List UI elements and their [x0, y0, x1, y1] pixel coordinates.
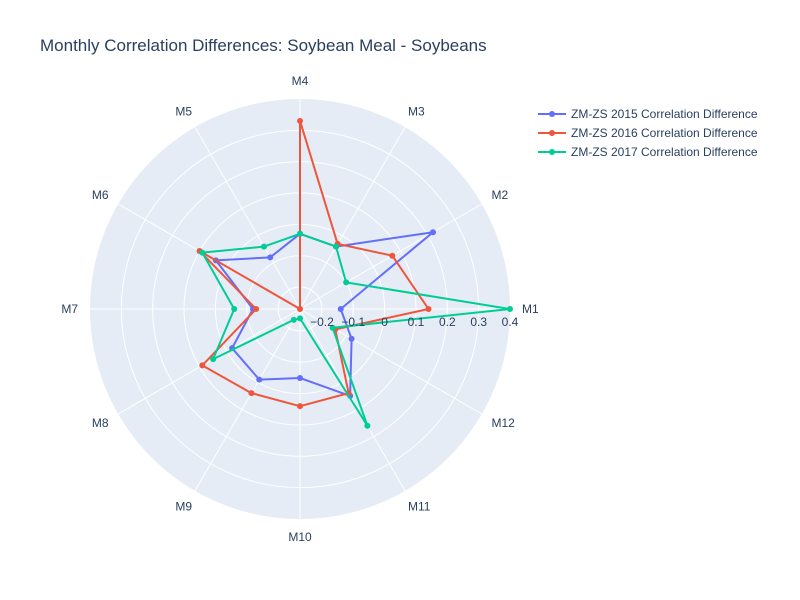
angular-label: M9 — [175, 499, 192, 513]
legend-item[interactable]: ZM-ZS 2017 Correlation Difference — [538, 145, 758, 159]
data-point[interactable] — [290, 316, 297, 323]
angular-label: M8 — [92, 416, 109, 430]
radial-tick-label: 0.4 — [502, 315, 519, 329]
legend-swatch-marker — [549, 149, 555, 155]
grid-spoke — [194, 126, 301, 310]
angular-label: M3 — [408, 105, 425, 119]
data-point[interactable] — [297, 306, 303, 312]
series-2 — [196, 117, 432, 410]
grid-spoke — [299, 126, 406, 310]
data-point[interactable] — [364, 422, 371, 429]
data-point[interactable] — [333, 243, 340, 250]
data-point[interactable] — [253, 306, 260, 312]
data-point[interactable] — [297, 403, 303, 410]
series-3 — [199, 230, 513, 429]
data-point[interactable] — [389, 252, 396, 259]
legend-item[interactable]: ZM-ZS 2015 Correlation Difference — [538, 107, 758, 121]
grid-spoke — [299, 308, 406, 492]
data-point[interactable] — [297, 315, 303, 322]
radial-tick-label: −0.1 — [341, 315, 365, 329]
legend[interactable]: ZM-ZS 2015 Correlation Difference ZM-ZS 2… — [538, 107, 758, 159]
angular-label: M7 — [61, 302, 78, 316]
data-point[interactable] — [199, 362, 206, 369]
data-point[interactable] — [297, 374, 303, 381]
radial-ticks: −0.2 −0.1 0 0.1 0.2 0.3 0.4 — [310, 315, 519, 329]
data-point[interactable] — [348, 335, 355, 342]
angular-label: M6 — [92, 188, 109, 202]
legend-label: ZM-ZS 2015 Correlation Difference — [571, 107, 758, 121]
data-point[interactable] — [260, 243, 267, 250]
grid-spoke — [117, 308, 301, 415]
angular-label: M5 — [175, 105, 192, 119]
data-point[interactable] — [199, 249, 206, 256]
data-point[interactable] — [248, 390, 255, 397]
data-point[interactable] — [337, 306, 344, 312]
data-point[interactable] — [297, 117, 303, 124]
data-point[interactable] — [256, 376, 263, 383]
legend-label: ZM-ZS 2017 Correlation Difference — [571, 145, 758, 159]
radial-tick-label: 0 — [381, 315, 388, 329]
angular-label: M1 — [522, 302, 539, 316]
data-point[interactable] — [425, 306, 432, 312]
angular-labels: M1 M2 M3 M4 M5 M6 M7 M8 M9 M10 M11 M12 — [61, 74, 539, 544]
legend-swatch-marker — [549, 111, 555, 117]
grid-spoke — [194, 308, 301, 492]
data-point[interactable] — [430, 229, 437, 236]
data-point[interactable] — [507, 306, 513, 312]
chart-title: Monthly Correlation Differences: Soybean… — [40, 36, 487, 55]
legend-swatch-marker — [549, 130, 555, 136]
legend-label: ZM-ZS 2016 Correlation Difference — [571, 126, 758, 140]
data-point[interactable] — [210, 356, 217, 363]
radial-tick-label: −0.2 — [310, 315, 334, 329]
radial-tick-label: 0.3 — [470, 315, 487, 329]
angular-label: M12 — [491, 416, 515, 430]
data-point[interactable] — [297, 230, 303, 237]
data-point[interactable] — [267, 254, 274, 261]
data-point[interactable] — [231, 306, 238, 312]
radial-tick-label: 0.1 — [408, 315, 425, 329]
legend-item[interactable]: ZM-ZS 2016 Correlation Difference — [538, 126, 758, 140]
angular-label: M4 — [292, 74, 309, 88]
radial-tick-label: 0.2 — [439, 315, 456, 329]
data-point[interactable] — [343, 279, 350, 286]
angular-label: M11 — [408, 499, 431, 513]
angular-label: M10 — [288, 530, 312, 544]
angular-label: M2 — [491, 188, 508, 202]
data-point[interactable] — [329, 324, 336, 331]
series-layer — [196, 117, 513, 429]
